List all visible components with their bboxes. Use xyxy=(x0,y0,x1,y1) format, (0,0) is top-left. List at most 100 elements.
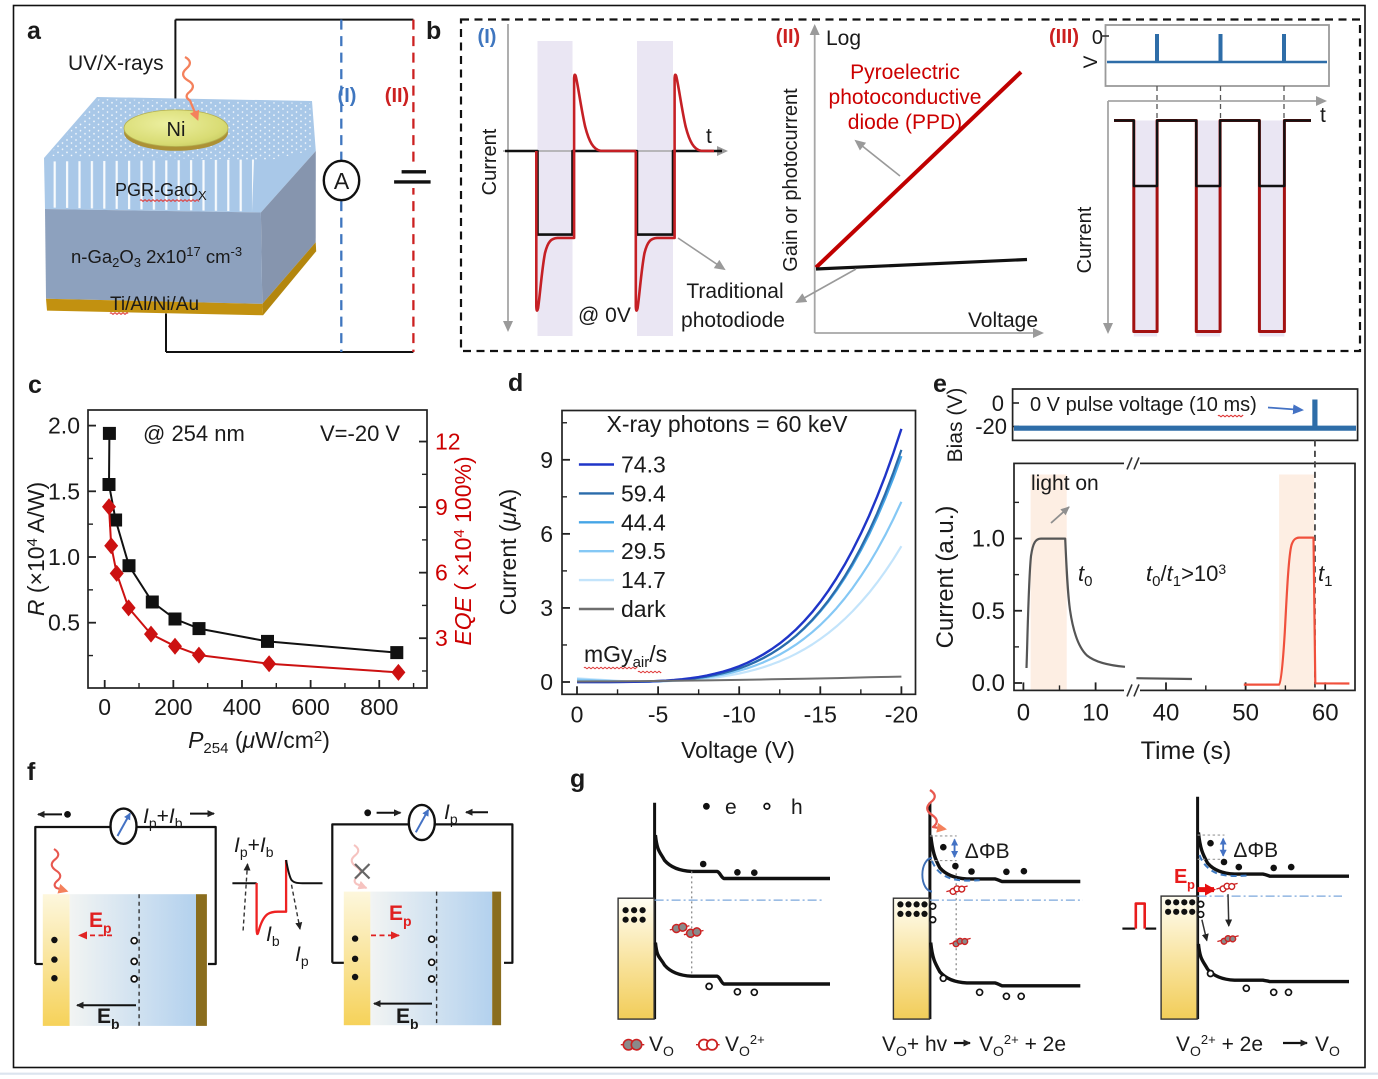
svg-text:p: p xyxy=(103,920,112,936)
svg-text:Pyroelectric: Pyroelectric xyxy=(850,61,960,84)
svg-text:-10: -10 xyxy=(723,701,756,727)
svg-text:800: 800 xyxy=(360,694,398,720)
svg-text:ΔΦB: ΔΦB xyxy=(1233,839,1278,862)
svg-text:e: e xyxy=(725,796,737,819)
svg-text:0: 0 xyxy=(571,701,584,727)
svg-text:-15: -15 xyxy=(804,701,837,727)
svg-text:photodiode: photodiode xyxy=(681,309,785,332)
svg-text:g: g xyxy=(570,765,585,793)
svg-text:a: a xyxy=(27,17,42,45)
svg-text:dark: dark xyxy=(621,596,666,622)
svg-text:VO​2+​ + 2e: VO​2+​ + 2e xyxy=(979,1032,1066,1059)
svg-text:UV/X-rays: UV/X-rays xyxy=(68,52,164,75)
svg-text:V: V xyxy=(1081,55,1102,68)
svg-text:VO​2+​ + 2e: VO​2+​ + 2e xyxy=(1176,1032,1263,1059)
svg-text:(I): (I) xyxy=(338,85,357,107)
svg-text:1.0: 1.0 xyxy=(972,526,1005,553)
svg-text:0: 0 xyxy=(1017,699,1030,726)
svg-text:E: E xyxy=(89,909,103,932)
svg-text:E: E xyxy=(97,1005,111,1028)
svg-text:b: b xyxy=(410,1016,419,1032)
svg-text:600: 600 xyxy=(291,694,329,720)
svg-text:200: 200 xyxy=(154,694,192,720)
svg-text:VO​+ hv: VO​+ hv xyxy=(882,1033,948,1059)
svg-text:Ip​: Ip​ xyxy=(295,943,309,969)
svg-text:PGR-GaOX​: PGR-GaOX​ xyxy=(115,180,207,203)
svg-text:light on: light on xyxy=(1031,472,1099,495)
svg-text:(II): (II) xyxy=(385,85,409,107)
svg-text:photoconductive: photoconductive xyxy=(829,86,982,109)
svg-text:Traditional: Traditional xyxy=(686,280,783,303)
svg-text:Ti/Al/Ni/Au: Ti/Al/Ni/Au xyxy=(110,294,199,315)
svg-text:400: 400 xyxy=(223,694,261,720)
svg-text:mGyair​/s: mGyair​/s xyxy=(584,641,667,671)
svg-text:t0​/t1​>103​: t0​/t1​>103​ xyxy=(1146,561,1226,590)
svg-text:E: E xyxy=(1174,866,1187,888)
svg-text:29.5: 29.5 xyxy=(621,538,666,564)
svg-text:p: p xyxy=(403,913,412,929)
svg-text:14.7: 14.7 xyxy=(621,567,666,593)
svg-text:50: 50 xyxy=(1232,699,1259,726)
svg-text:t1​: t1​ xyxy=(1318,561,1332,590)
svg-text:Ib​: Ib​ xyxy=(266,923,280,949)
svg-text:(I): (I) xyxy=(478,26,497,48)
svg-text:74.3: 74.3 xyxy=(621,452,666,478)
svg-text:A: A xyxy=(334,168,350,194)
svg-text:Bias (V): Bias (V) xyxy=(944,388,967,463)
svg-text:0: 0 xyxy=(98,694,111,720)
svg-text:ΔΦB: ΔΦB xyxy=(965,840,1010,863)
svg-text:V=-20 V: V=-20 V xyxy=(320,421,400,446)
svg-text:t: t xyxy=(706,125,712,148)
svg-text:R (×104​ A/W): R (×104​ A/W) xyxy=(23,482,49,616)
svg-text:X-ray photons = 60 keV: X-ray photons = 60 keV xyxy=(606,411,848,437)
svg-text:3: 3 xyxy=(540,595,553,621)
svg-text:-20: -20 xyxy=(975,414,1007,439)
svg-text:-20: -20 xyxy=(885,701,918,727)
svg-text:diode (PPD): diode (PPD) xyxy=(848,111,962,134)
svg-text:0: 0 xyxy=(1092,27,1103,49)
svg-text:d: d xyxy=(508,369,523,397)
svg-text:Current (μA): Current (μA) xyxy=(495,489,521,615)
svg-text:n-Ga2​O3​ 2x1017​ cm-3​: n-Ga2​O3​ 2x1017​ cm-3​ xyxy=(71,244,242,270)
svg-text:0 V pulse voltage (10 ms): 0 V pulse voltage (10 ms) xyxy=(1030,394,1257,416)
svg-text:6: 6 xyxy=(435,560,448,586)
svg-text:p: p xyxy=(1187,877,1195,892)
svg-text:t0​: t0​ xyxy=(1078,561,1092,590)
svg-text:Current: Current xyxy=(1074,206,1096,273)
svg-text:E: E xyxy=(396,1005,410,1028)
svg-text:Voltage (V): Voltage (V) xyxy=(681,737,795,763)
svg-text:Ip​: Ip​ xyxy=(444,801,458,827)
svg-text:12: 12 xyxy=(435,429,461,455)
svg-text:@ 254 nm: @ 254 nm xyxy=(143,421,245,446)
svg-text:44.4: 44.4 xyxy=(621,509,666,535)
svg-text:1.0: 1.0 xyxy=(48,544,80,570)
svg-text:40: 40 xyxy=(1153,699,1180,726)
svg-text:c: c xyxy=(28,371,42,399)
svg-text:9: 9 xyxy=(435,494,448,520)
svg-text:Voltage: Voltage xyxy=(968,309,1038,332)
svg-text:t: t xyxy=(1320,104,1326,127)
svg-text:e: e xyxy=(933,370,947,398)
svg-text:0: 0 xyxy=(540,669,553,695)
svg-text:P254​ (μW/cm2​): P254​ (μW/cm2​) xyxy=(188,727,330,757)
svg-text:59.4: 59.4 xyxy=(621,480,666,506)
svg-text:6: 6 xyxy=(540,521,553,547)
svg-text:b: b xyxy=(426,17,441,45)
svg-text:E: E xyxy=(389,902,403,925)
svg-text:0.5: 0.5 xyxy=(972,598,1005,625)
svg-text:h: h xyxy=(791,796,803,819)
svg-text:Log: Log xyxy=(826,27,861,50)
svg-text:10: 10 xyxy=(1082,699,1109,726)
svg-text:3: 3 xyxy=(435,625,448,651)
svg-text:60: 60 xyxy=(1312,699,1339,726)
svg-text:f: f xyxy=(27,758,36,786)
svg-text:Current: Current xyxy=(479,128,501,195)
svg-text:0: 0 xyxy=(992,391,1004,416)
svg-text:Ni: Ni xyxy=(167,119,186,141)
svg-text:0.0: 0.0 xyxy=(972,670,1005,697)
svg-text:b: b xyxy=(111,1016,120,1032)
svg-text:@ 0V: @ 0V xyxy=(578,304,631,327)
svg-text:Current (a.u.): Current (a.u.) xyxy=(932,506,959,649)
svg-text:1.5: 1.5 xyxy=(48,478,80,504)
svg-text:0.5: 0.5 xyxy=(48,610,80,636)
